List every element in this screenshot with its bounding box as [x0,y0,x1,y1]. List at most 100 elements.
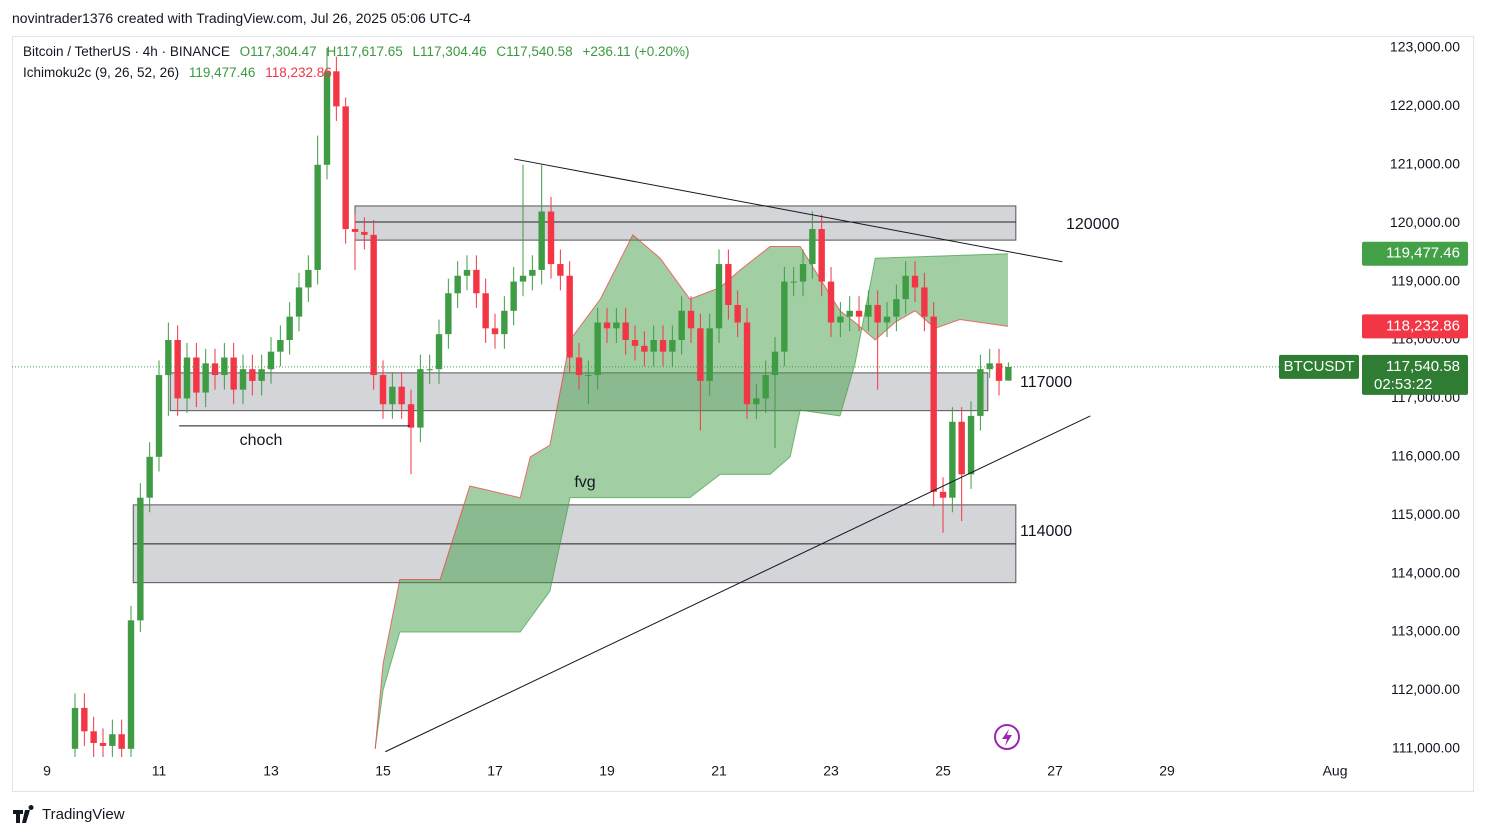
candle-body [127,620,135,749]
y-tick-label: 116,000.00 [1391,448,1460,464]
candle-body [809,229,816,265]
candle-body [641,345,648,352]
candle-body [155,375,163,457]
candle-body [883,316,891,323]
x-tick-label: 19 [599,763,615,779]
candle-body [314,164,321,270]
candle-body [258,369,265,381]
candle-body [921,287,928,317]
price-tag [1362,241,1468,266]
legend-row: Bitcoin / TetherUS · 4h · BINANCE O117,3… [23,44,696,59]
candle-body [305,269,312,288]
symbol-tag-label: BTCUSDT [1284,358,1355,375]
candle-body [977,369,984,416]
y-tick-label: 119,000.00 [1391,272,1460,288]
candle-body [249,369,256,381]
countdown: 02:53:22 [1374,376,1432,393]
candle-body [949,421,956,498]
ichimoku-cloud [375,234,1008,749]
candle-body [911,275,919,288]
candle-body [967,415,975,475]
candle-body [743,322,751,405]
candle-body [426,369,433,371]
x-tick-label: Aug [1323,763,1348,779]
candle-body [501,310,508,335]
candle-body [902,275,909,300]
legend-open: O117,304.47 [239,44,317,59]
candle-body [603,322,611,329]
candle-body [435,334,443,370]
candle-body [1005,366,1012,381]
candle-body [529,269,536,276]
legend-close: C117,540.58 [496,44,573,59]
candle-body [286,316,293,340]
legend-low: L117,304.46 [412,44,487,59]
candle-body [323,71,331,165]
candle-body [398,386,405,405]
candle-body [333,71,340,107]
candle-body [697,328,704,381]
candle-body [137,497,144,621]
candle-body [575,357,583,376]
candle-body [519,275,527,282]
candle-body [771,351,779,376]
y-tick-label: 115,000.00 [1391,506,1460,522]
candle-body [81,707,88,732]
price-tag [1362,314,1468,339]
candle-body [267,351,275,370]
candle-body [193,357,200,393]
candle-body [71,707,79,749]
candle-body [221,357,228,376]
alert-icon[interactable] [994,724,1020,750]
candle-body [827,281,835,323]
indicator-row: Ichimoku2c (9, 26, 52, 26) 119,477.46 11… [23,65,338,80]
candle-body [613,322,620,329]
candle-body [855,310,863,317]
ichimoku-span [374,253,1009,749]
candle-body [183,357,191,399]
candle-body [874,304,881,323]
candle-body [454,275,461,294]
plot-layer [71,47,1091,757]
x-tick-label: 17 [487,763,503,779]
candle-body [118,734,125,749]
candle-body [585,375,592,377]
zone-label: 114000 [1020,523,1072,540]
price-tag-label: 118,232.86 [1386,317,1460,334]
candle-body [277,339,284,352]
attribution: novintrader1376 created with TradingView… [12,10,471,26]
zone-label: 117000 [1020,374,1072,391]
candle-body [417,369,424,428]
candle-body [669,339,676,352]
candle-body [846,310,853,317]
candle-body [986,363,993,370]
candle-body [622,322,629,340]
y-tick-label: 122,000.00 [1390,97,1460,113]
annotation: fvg [574,474,595,491]
candle-body [295,287,303,317]
candle-body [958,421,965,475]
candle-body [361,231,368,235]
candle-body [725,264,732,305]
candle-body [734,304,741,323]
zone-label: 120000 [1066,216,1119,233]
x-tick-label: 21 [711,763,727,779]
candle-body [781,281,788,352]
candle-body [473,269,480,294]
x-tick-label: 15 [375,763,391,779]
price-tag-label: 119,477.46 [1386,245,1460,262]
candle-body [594,322,601,376]
candle-body [510,281,517,311]
candle-body [407,404,415,428]
candle-body [930,316,937,492]
trend-line [385,415,1091,753]
y-tick-label: 112,000.00 [1391,681,1460,697]
zone [354,205,1017,241]
y-tick-label: 121,000.00 [1390,155,1460,171]
symbol-tag [1279,354,1359,379]
span-b-value: 118,232.86 [265,65,332,80]
candle-body [202,363,209,393]
x-tick-label: 13 [263,763,279,779]
candle-body [463,269,471,276]
